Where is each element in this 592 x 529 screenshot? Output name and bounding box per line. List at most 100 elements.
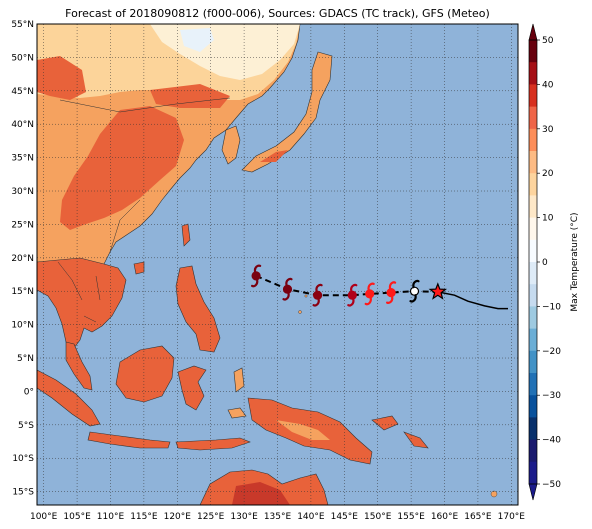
colorbar-tick-label: 50 — [542, 36, 554, 46]
colorbar-swatch — [529, 195, 537, 219]
star-icon — [428, 282, 447, 300]
java — [87, 431, 171, 449]
longitude-ticks: 100°E 105°E 110°E 115°E 120°E 125°E 130°E 135°E… — [30, 512, 525, 522]
indochina — [37, 257, 127, 349]
cyclone-icon — [282, 277, 293, 301]
lat-tick-label: 20°N — [11, 254, 34, 264]
lat-tick-label: 5°S — [18, 421, 34, 431]
colorbar-swatch — [529, 128, 537, 152]
lon-tick-label: 110°E — [97, 512, 125, 522]
lon-tick-label: 105°E — [63, 512, 91, 522]
latitude-ticks: 55°N 50°N 45°N 40°N 35°N 30°N 25°N 20°N 15°N 10°N… — [11, 20, 34, 498]
lon-tick-label: 170°E — [498, 512, 526, 522]
sulawesi — [177, 365, 207, 411]
colorbar-swatches — [529, 40, 537, 485]
lat-tick-label: 15°S — [12, 488, 34, 498]
colorbar-swatch — [529, 328, 537, 352]
korea — [221, 125, 241, 165]
colorbar-swatch — [529, 306, 537, 330]
japan — [241, 51, 333, 173]
colorbar: 50 40 30 20 10 0 −10 −20 −30 −40 −50 Max Temperatu… — [528, 23, 580, 501]
lon-tick-label: 100°E — [30, 512, 58, 522]
china-hot-patch — [60, 106, 184, 230]
colorbar-swatch — [529, 151, 537, 174]
colorbar-tick-label: 20 — [542, 169, 554, 179]
lat-tick-label: 55°N — [11, 20, 34, 30]
colorbar-swatch — [529, 350, 537, 374]
colorbar-swatch — [529, 262, 537, 285]
colorbar-swatch — [529, 461, 537, 485]
colorbar-swatch — [529, 439, 537, 463]
lat-tick-label: 25°N — [11, 220, 34, 230]
bismarck — [371, 415, 429, 449]
colorbar-tick-label: −30 — [542, 391, 561, 401]
lon-tick-label: 115°E — [130, 512, 158, 522]
maluku — [227, 367, 247, 419]
lon-tick-label: 145°E — [331, 512, 359, 522]
cyclone-icon — [409, 279, 420, 303]
north-hot-patch — [150, 84, 230, 108]
colorbar-swatch — [529, 395, 537, 418]
chart-title: Forecast of 2018090812 (f000-006), Sourc… — [65, 7, 490, 20]
asia-north-ice — [180, 28, 214, 52]
cyclone-icon — [364, 282, 375, 306]
philippines — [175, 265, 221, 353]
cyclone-icon — [312, 283, 323, 307]
colorbar-tick-label: −20 — [542, 347, 561, 357]
graticule — [37, 24, 518, 505]
lat-tick-label: 40°N — [11, 120, 34, 130]
lat-tick-label: 5°N — [17, 354, 34, 364]
lat-tick-label: 50°N — [11, 53, 34, 63]
lon-tick-label: 120°E — [164, 512, 192, 522]
colorbar-tick-label: 40 — [542, 80, 554, 90]
mariana-island-2 — [304, 294, 308, 298]
lat-tick-label: 45°N — [11, 87, 34, 97]
cyclone-icon — [347, 283, 358, 307]
lat-tick-label: 35°N — [11, 154, 34, 164]
cyclone-track — [251, 264, 508, 310]
colorbar-swatch — [529, 40, 537, 63]
lat-tick-label: 10°S — [12, 454, 34, 464]
lat-tick-label: 15°N — [11, 287, 34, 297]
hainan — [133, 261, 145, 275]
colorbar-tick-label: −10 — [542, 302, 561, 312]
colorbar-ticks: 50 40 30 20 10 0 −10 −20 −30 −40 −50 — [537, 36, 561, 490]
lon-tick-label: 125°E — [197, 512, 225, 522]
cyclone-icon — [386, 281, 397, 304]
mariana-island — [298, 310, 302, 314]
lat-tick-label: 0° — [24, 387, 34, 397]
lon-tick-label: 130°E — [230, 512, 258, 522]
vanuatu-island — [490, 490, 498, 498]
colorbar-swatch — [529, 106, 537, 130]
colorbar-swatch — [529, 239, 537, 263]
colorbar-swatch — [529, 417, 537, 441]
colorbar-swatch — [529, 217, 537, 241]
lon-tick-label: 140°E — [297, 512, 325, 522]
colorbar-tick-label: 0 — [542, 258, 548, 268]
colorbar-min-arrow — [528, 483, 538, 501]
west-hot-patch — [37, 56, 86, 100]
malay-peninsula — [65, 341, 93, 391]
lon-tick-label: 160°E — [431, 512, 459, 522]
taiwan — [181, 223, 191, 247]
country-borders — [57, 97, 231, 323]
colorbar-label: Max Temperature (°C) — [570, 212, 580, 311]
lon-tick-label: 135°E — [264, 512, 292, 522]
colorbar-tick-label: 30 — [542, 125, 554, 135]
past-track-line — [437, 291, 508, 310]
cyclone-icon — [251, 264, 262, 288]
colorbar-swatch — [529, 173, 537, 196]
borneo — [115, 345, 175, 403]
australia-hot — [232, 482, 290, 505]
colorbar-swatch — [529, 84, 537, 108]
colorbar-tick-label: −50 — [542, 480, 561, 490]
map-area — [37, 24, 518, 505]
colorbar-swatch — [529, 62, 537, 85]
colorbar-max-arrow — [528, 23, 538, 41]
lat-tick-label: 10°N — [11, 321, 34, 331]
lon-tick-label: 155°E — [397, 512, 425, 522]
lesser-sunda — [175, 437, 251, 451]
lat-tick-label: 30°N — [11, 187, 34, 197]
colorbar-swatch — [529, 373, 537, 396]
